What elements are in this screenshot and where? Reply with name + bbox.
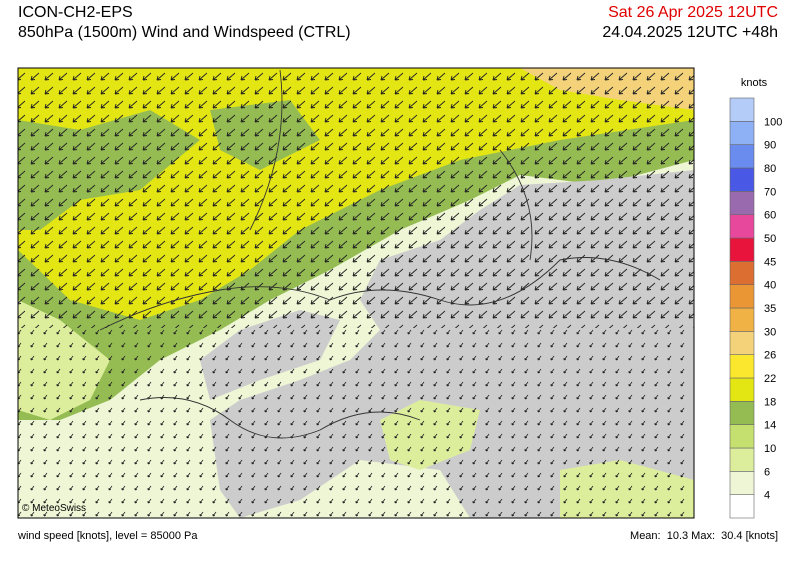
valid-time: Sat 26 Apr 2025 12UTC <box>608 4 778 21</box>
map-subtitle: 850hPa (1500m) Wind and Windspeed (CTRL) <box>18 24 351 41</box>
legend-label: 30 <box>764 326 776 338</box>
legend-swatch <box>729 237 755 262</box>
legend-swatch <box>729 121 755 145</box>
legend-swatch <box>729 401 755 425</box>
legend-swatch <box>729 447 755 472</box>
legend-swatch <box>729 144 755 169</box>
legend-swatch <box>729 214 755 239</box>
legend-label: 10 <box>764 443 776 455</box>
legend-label: 18 <box>764 396 776 408</box>
footer-left: wind speed [knots], level = 85000 Pa <box>18 530 198 542</box>
legend-label: 4 <box>764 490 770 502</box>
legend-swatch <box>729 377 755 402</box>
legend-label: 26 <box>764 350 776 362</box>
legend-label: 22 <box>764 373 776 385</box>
legend-label: 70 <box>764 186 776 198</box>
legend: 4 6 10 14 18 22 26 30 35 40 45 50 60 70 80 90 100 <box>729 97 782 519</box>
legend-label: 50 <box>764 233 776 245</box>
map <box>18 68 694 518</box>
legend-swatch <box>729 307 755 332</box>
legend-swatch <box>729 167 755 192</box>
footer-right: Mean: 10.3 Max: 30.4 [knots] <box>630 530 778 542</box>
copyright: © MeteoSwiss <box>22 503 86 514</box>
legend-label: 45 <box>764 256 776 268</box>
legend-swatch <box>729 471 755 495</box>
model-name: ICON-CH2-EPS <box>18 4 133 21</box>
legend-label: 60 <box>764 210 776 222</box>
legend-label: 35 <box>764 303 776 315</box>
legend-title: knots <box>741 77 768 89</box>
run-time: 24.04.2025 12UTC +48h <box>602 24 778 41</box>
legend-swatch <box>729 284 755 309</box>
legend-label: 90 <box>764 140 776 152</box>
legend-swatch <box>729 494 755 519</box>
legend-label: 6 <box>764 466 770 478</box>
legend-swatch <box>729 97 755 122</box>
legend-label: 80 <box>764 163 776 175</box>
legend-label: 14 <box>764 420 776 432</box>
legend-swatch <box>729 191 755 215</box>
legend-swatch <box>729 331 755 355</box>
legend-label: 40 <box>764 280 776 292</box>
legend-label: 100 <box>764 116 782 128</box>
legend-swatch <box>729 354 755 379</box>
legend-swatch <box>729 261 755 285</box>
legend-swatch <box>729 424 755 449</box>
